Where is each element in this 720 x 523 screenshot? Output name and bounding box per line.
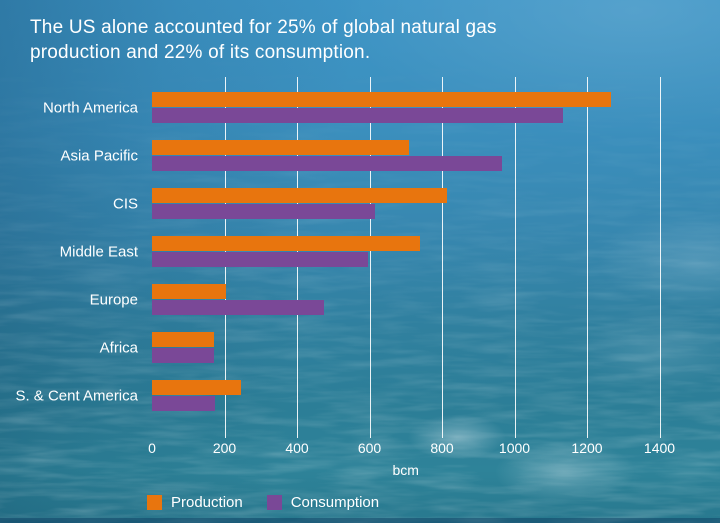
x-tick-label: 1200 xyxy=(571,440,603,456)
bar-consumption xyxy=(152,300,325,315)
gridline xyxy=(659,77,661,438)
x-tick-label: 1400 xyxy=(643,440,676,456)
bar-consumption xyxy=(152,252,368,267)
bar-consumption xyxy=(152,204,375,219)
bar-production xyxy=(152,188,448,203)
bottom-edge-shadow xyxy=(0,518,720,523)
category-label: Europe xyxy=(89,291,138,309)
legend-item-consumption: Consumption xyxy=(266,494,380,511)
category-label: Middle East xyxy=(59,243,138,261)
bar-production xyxy=(152,236,421,251)
category-label: North America xyxy=(42,99,138,117)
legend-swatch-consumption xyxy=(266,495,282,510)
gridline xyxy=(514,77,516,438)
x-tick-label: 1000 xyxy=(498,440,531,456)
bar-consumption xyxy=(152,108,564,123)
bar-consumption xyxy=(152,156,502,171)
bar-production xyxy=(152,92,611,107)
x-tick-label: 400 xyxy=(285,440,309,456)
category-label: CIS xyxy=(112,195,138,213)
bar-production xyxy=(152,332,214,347)
x-tick-label: 0 xyxy=(148,440,156,456)
gridline xyxy=(442,77,443,438)
legend-label: Production xyxy=(171,494,243,511)
chart-title: The US alone accounted for 25% of global… xyxy=(30,17,497,63)
x-axis-unit-label: bcm xyxy=(392,462,419,478)
bar-consumption xyxy=(152,396,216,411)
gridline xyxy=(587,77,588,438)
legend-item-production: Production xyxy=(147,494,243,511)
bar-production xyxy=(152,140,410,155)
category-label: Asia Pacific xyxy=(60,147,138,165)
legend-swatch-production xyxy=(147,495,162,510)
x-tick-label: 200 xyxy=(212,440,237,456)
bar-consumption xyxy=(152,348,214,363)
gridline xyxy=(369,77,371,438)
category-label: S. & Cent America xyxy=(15,387,138,405)
legend-label: Consumption xyxy=(290,494,380,511)
legend: Production Consumption xyxy=(147,494,379,511)
bar-production xyxy=(152,284,227,299)
x-tick-label: 600 xyxy=(357,440,382,456)
x-tick-label: 800 xyxy=(430,440,454,456)
bar-production xyxy=(152,380,241,395)
category-label: Africa xyxy=(99,339,138,357)
